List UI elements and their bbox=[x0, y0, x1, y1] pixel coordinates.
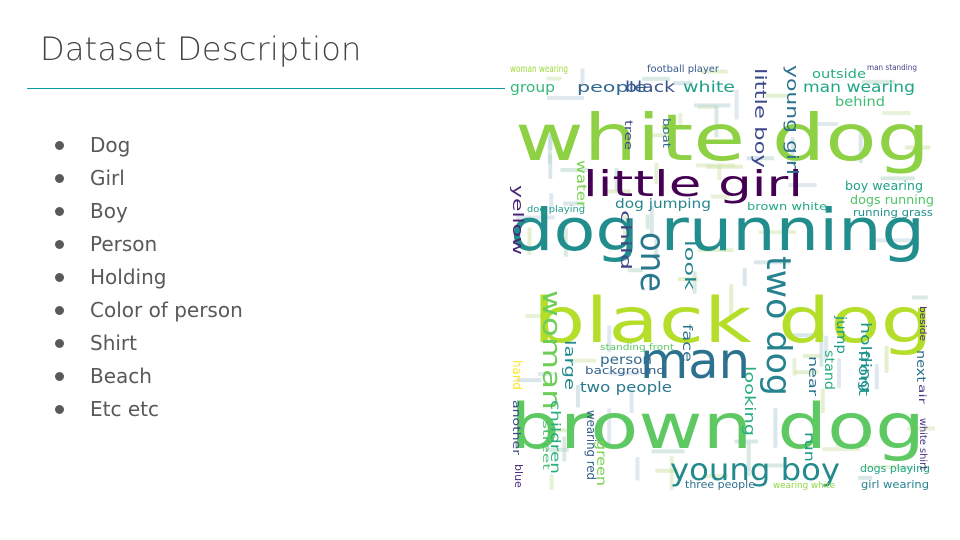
word-cloud-word: near bbox=[806, 356, 820, 396]
word-cloud-word: yellow bbox=[509, 185, 525, 255]
bullet-text: Girl bbox=[90, 166, 125, 190]
word-cloud-word: another bbox=[510, 400, 523, 456]
word-cloud-word: people bbox=[577, 80, 647, 96]
word-cloud-word: man wearing bbox=[803, 78, 915, 96]
bullet-item: Beach bbox=[52, 360, 243, 393]
word-cloud-word: green bbox=[593, 440, 608, 486]
word-cloud-word: face bbox=[679, 324, 694, 362]
bullet-text: Beach bbox=[90, 364, 152, 388]
word-cloud-word: street bbox=[540, 420, 551, 470]
word-cloud-image: white dog dog running black dog brown dog ma… bbox=[505, 60, 935, 490]
word-cloud-word: dog running bbox=[510, 196, 925, 264]
bullet-item: Dog bbox=[52, 129, 243, 162]
word-cloud-word: group bbox=[510, 80, 555, 96]
bullet-icon bbox=[55, 174, 64, 183]
bullet-icon bbox=[55, 141, 64, 150]
word-cloud-word: look bbox=[681, 240, 697, 292]
bullet-list: Dog Girl Boy Person Holding Color of per… bbox=[52, 129, 243, 426]
bullet-text: Dog bbox=[90, 133, 131, 157]
word-cloud-word: young boy bbox=[670, 453, 840, 488]
bullet-text: Boy bbox=[90, 199, 128, 223]
word-cloud-word: dog jumping bbox=[615, 197, 711, 212]
word-cloud-word: boat bbox=[660, 118, 673, 149]
word-cloud-word: hand bbox=[510, 360, 524, 390]
word-cloud-word: brown white bbox=[747, 200, 827, 213]
bullet-item: Color of person bbox=[52, 294, 243, 327]
word-cloud-word: holding bbox=[857, 322, 873, 392]
word-cloud-word: man standing bbox=[867, 63, 917, 72]
word-cloud-word: two people bbox=[580, 380, 672, 396]
word-cloud-word: jump bbox=[833, 315, 848, 354]
word-cloud-word: behind bbox=[835, 95, 885, 110]
word-cloud-word: air bbox=[916, 384, 927, 405]
word-cloud-word: black dog bbox=[533, 284, 933, 357]
word-cloud-word: tree bbox=[622, 120, 635, 150]
bullet-item: Boy bbox=[52, 195, 243, 228]
word-cloud-word: brown dog bbox=[510, 390, 925, 463]
word-cloud-word: woman wearing bbox=[510, 64, 568, 75]
word-cloud-word: standing front bbox=[600, 343, 675, 353]
word-cloud-word: dogs playing bbox=[860, 462, 930, 475]
word-cloud-word: person bbox=[600, 353, 652, 368]
word-cloud-word: front bbox=[855, 350, 871, 397]
bullet-icon bbox=[55, 405, 64, 414]
word-cloud-word: wearing red bbox=[584, 410, 598, 480]
word-cloud-word: young girl bbox=[783, 65, 802, 175]
word-cloud-word: dogs running bbox=[850, 193, 934, 207]
bullet-icon bbox=[55, 339, 64, 348]
word-cloud-word: three people bbox=[685, 478, 755, 490]
word-cloud-word: boy wearing bbox=[845, 179, 923, 193]
word-cloud-word: running grass bbox=[853, 206, 933, 219]
word-cloud-word: blue shirt bbox=[512, 464, 525, 490]
word-cloud-word: dog playing bbox=[527, 205, 585, 215]
bullet-item: Person bbox=[52, 228, 243, 261]
word-cloud-word: black bbox=[625, 78, 675, 96]
bullet-item: Girl bbox=[52, 162, 243, 195]
bullet-icon bbox=[55, 273, 64, 282]
word-cloud-word: little girl bbox=[583, 164, 803, 205]
bullet-icon bbox=[55, 207, 64, 216]
word-cloud-word: man bbox=[640, 332, 750, 390]
word-cloud-word: background bbox=[585, 364, 665, 377]
word-cloud-word: football player bbox=[647, 64, 720, 75]
title-divider bbox=[27, 88, 507, 89]
word-cloud-word: child bbox=[617, 210, 633, 270]
word-cloud-word: next bbox=[914, 350, 928, 382]
bullet-text: Holding bbox=[90, 265, 167, 289]
word-cloud-word: two dog bbox=[758, 256, 798, 396]
word-cloud-word: little boy bbox=[751, 68, 770, 168]
bullet-icon bbox=[55, 306, 64, 315]
bullet-text: Person bbox=[90, 232, 158, 256]
word-cloud-word: looking bbox=[741, 366, 757, 436]
bullet-item: Etc etc bbox=[52, 393, 243, 426]
word-cloud-word: girl wearing bbox=[861, 478, 929, 490]
small-words-texture bbox=[515, 68, 935, 490]
bullet-text: Etc etc bbox=[90, 397, 159, 421]
bullet-icon bbox=[55, 372, 64, 381]
word-cloud-word: beside bbox=[917, 306, 927, 342]
word-cloud-word: children bbox=[547, 400, 562, 474]
word-cloud-word: wearing white bbox=[773, 481, 835, 490]
word-cloud-word: water bbox=[573, 160, 588, 209]
word-cloud-word: white dog bbox=[515, 102, 930, 176]
bullet-text: Color of person bbox=[90, 298, 243, 322]
word-cloud-word: woman bbox=[536, 290, 566, 410]
word-cloud-word: outside bbox=[812, 67, 866, 81]
bullet-icon bbox=[55, 240, 64, 249]
slide-title: Dataset Description bbox=[40, 30, 362, 68]
bullet-item: Holding bbox=[52, 261, 243, 294]
word-cloud-word: large bbox=[561, 340, 577, 390]
word-cloud-word: run bbox=[801, 432, 816, 462]
word-cloud-word: stand bbox=[821, 350, 836, 390]
bullet-text: Shirt bbox=[90, 331, 137, 355]
word-cloud-word: white bbox=[683, 78, 735, 96]
word-cloud-word: one bbox=[632, 232, 672, 292]
word-cloud-word: white shirt bbox=[917, 418, 928, 470]
bullet-item: Shirt bbox=[52, 327, 243, 360]
